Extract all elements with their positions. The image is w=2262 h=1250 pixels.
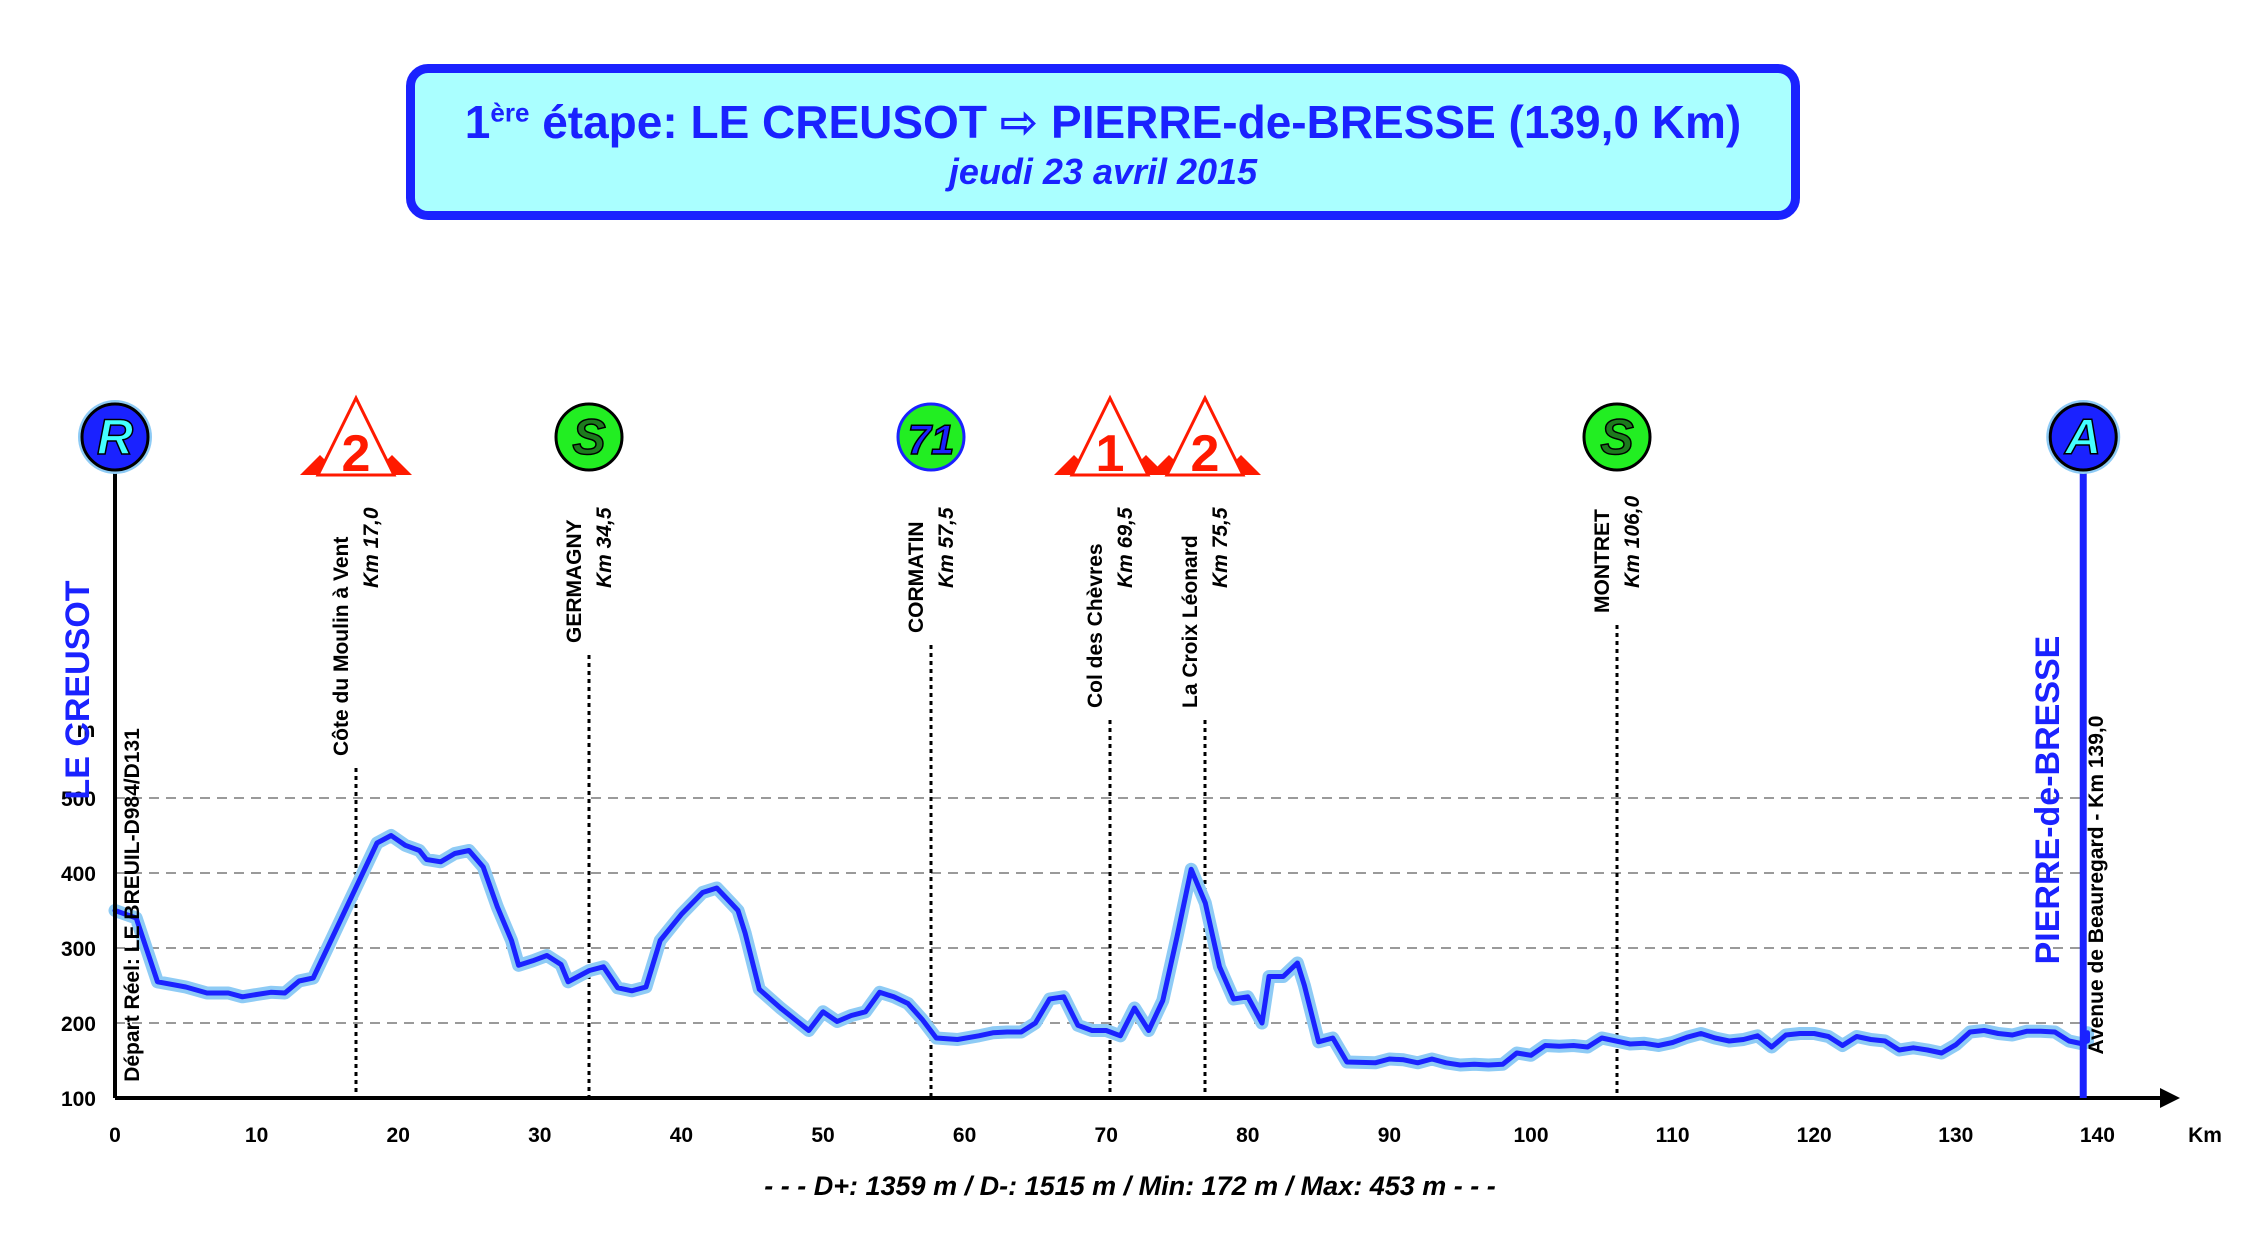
point-detail-c-te-du-moulin-vent: Km 17,0 <box>360 507 383 588</box>
feed-zone-icon-disc <box>896 402 966 472</box>
start-icon-letter: R <box>97 409 133 465</box>
point-name-le-creusot: LE CREUSOT <box>59 580 97 799</box>
point-markers <box>354 625 1619 1098</box>
climb-icon-category: 2 <box>1191 425 1220 483</box>
x-tick-40: 40 <box>670 1124 693 1147</box>
x-tick-130: 130 <box>1938 1124 1973 1147</box>
feed-zone-icon: 71 <box>896 402 966 472</box>
climb-category-icon: 2 <box>300 394 412 483</box>
x-tick-140: 140 <box>2080 1124 2115 1147</box>
sprint-icon-disc <box>554 402 624 472</box>
sprint-icon: S <box>1582 402 1652 472</box>
point-detail-pierre-de-bresse: Avenue de Beauregard - Km 139,0 <box>2085 716 2108 1055</box>
point-detail-col-des-ch-vres: Km 69,5 <box>1114 507 1137 588</box>
stage-suffix: ère <box>490 97 530 128</box>
y-tick-300: 300 <box>61 938 96 961</box>
stats-footer: - - - D+: 1359 m / D-: 1515 m / Min: 172… <box>764 1171 1495 1201</box>
climb-icon-category: 1 <box>1096 425 1125 483</box>
x-axis-label: Km <box>2188 1124 2222 1147</box>
x-tick-70: 70 <box>1095 1124 1118 1147</box>
stage-route: étape: LE CREUSOT ⇨ PIERRE-de-BRESSE (13… <box>529 96 1742 148</box>
climb-icon-category: 2 <box>342 425 371 483</box>
x-tick-100: 100 <box>1513 1124 1548 1147</box>
point-detail-le-creusot: Départ Réel: LE BREUIL-D984/D131 <box>121 728 144 1082</box>
sprint-icon-disc <box>1582 402 1652 472</box>
y-axis-label: m <box>77 719 96 742</box>
finish-icon-letter: A <box>2063 409 2101 465</box>
point-detail-montret: Km 106,0 <box>1621 495 1644 588</box>
profile-line <box>112 833 2090 1068</box>
sprint-icon-letter: S <box>1600 409 1633 465</box>
x-tick-0: 0 <box>109 1124 121 1147</box>
sprint-icon: S <box>554 402 624 472</box>
y-tick-500: 500 <box>61 788 96 811</box>
finish-icon-disc <box>2048 402 2118 472</box>
x-tick-10: 10 <box>245 1124 268 1147</box>
point-name-col-des-ch-vres: Col des Chèvres <box>1084 543 1107 708</box>
climb-icon-triangle <box>1069 394 1151 477</box>
x-tick-60: 60 <box>953 1124 976 1147</box>
point-detail-la-croix-l-onard: Km 75,5 <box>1209 507 1232 588</box>
stage-date: jeudi 23 avril 2015 <box>948 151 1258 192</box>
stage-number: 1 <box>464 96 491 148</box>
climb-icon-triangle <box>1164 394 1246 477</box>
x-tick-110: 110 <box>1656 1124 1690 1147</box>
axis-ticks: 0 10 20 30 40 50 60 70 80 90 100 110 120 130 140 Km 100 2… <box>61 719 2222 1147</box>
x-tick-50: 50 <box>811 1124 834 1147</box>
x-tick-30: 30 <box>528 1124 551 1147</box>
profile-series <box>108 829 2094 1072</box>
axes <box>113 450 2180 1108</box>
climb-icon-triangle <box>315 394 397 477</box>
finish-icon: A <box>2046 400 2121 474</box>
x-tick-120: 120 <box>1797 1124 1832 1147</box>
x-tick-90: 90 <box>1378 1124 1401 1147</box>
point-icons: R 2 S 71 1 2 S A <box>78 394 2121 483</box>
x-axis-arrow <box>2160 1088 2180 1108</box>
climb-category-icon: 2 <box>1149 394 1261 483</box>
point-name-la-croix-l-onard: La Croix Léonard <box>1179 535 1202 708</box>
point-name-germagny: GERMAGNY <box>563 519 586 643</box>
point-name-c-te-du-moulin-vent: Côte du Moulin à Vent <box>330 537 353 756</box>
point-detail-germagny: Km 34,5 <box>593 507 616 588</box>
feed-zone-icon-letter: 71 <box>908 416 955 463</box>
grid-lines <box>115 797 2084 1024</box>
y-tick-400: 400 <box>61 863 96 886</box>
climb-category-icon: 1 <box>1054 394 1166 483</box>
title-box: 1ère étape: LE CREUSOT ⇨ PIERRE-de-BRESS… <box>406 64 1800 220</box>
start-icon: R <box>78 400 152 474</box>
x-tick-80: 80 <box>1236 1124 1259 1147</box>
stage-title: 1ère étape: LE CREUSOT ⇨ PIERRE-de-BRESS… <box>415 95 1791 149</box>
x-tick-20: 20 <box>387 1124 410 1147</box>
y-tick-200: 200 <box>61 1013 96 1036</box>
point-name-pierre-de-bresse: PIERRE-de-BRESSE <box>2029 636 2067 965</box>
y-tick-100: 100 <box>61 1088 96 1111</box>
point-name-montret: MONTRET <box>1591 509 1614 613</box>
start-icon-disc <box>80 402 150 472</box>
point-labels: LE CREUSOT Départ Réel: LE BREUIL-D984/D1… <box>59 495 2108 1081</box>
point-name-cormatin: CORMATIN <box>905 521 928 633</box>
sprint-icon-letter: S <box>572 409 605 465</box>
point-detail-cormatin: Km 57,5 <box>935 507 958 588</box>
